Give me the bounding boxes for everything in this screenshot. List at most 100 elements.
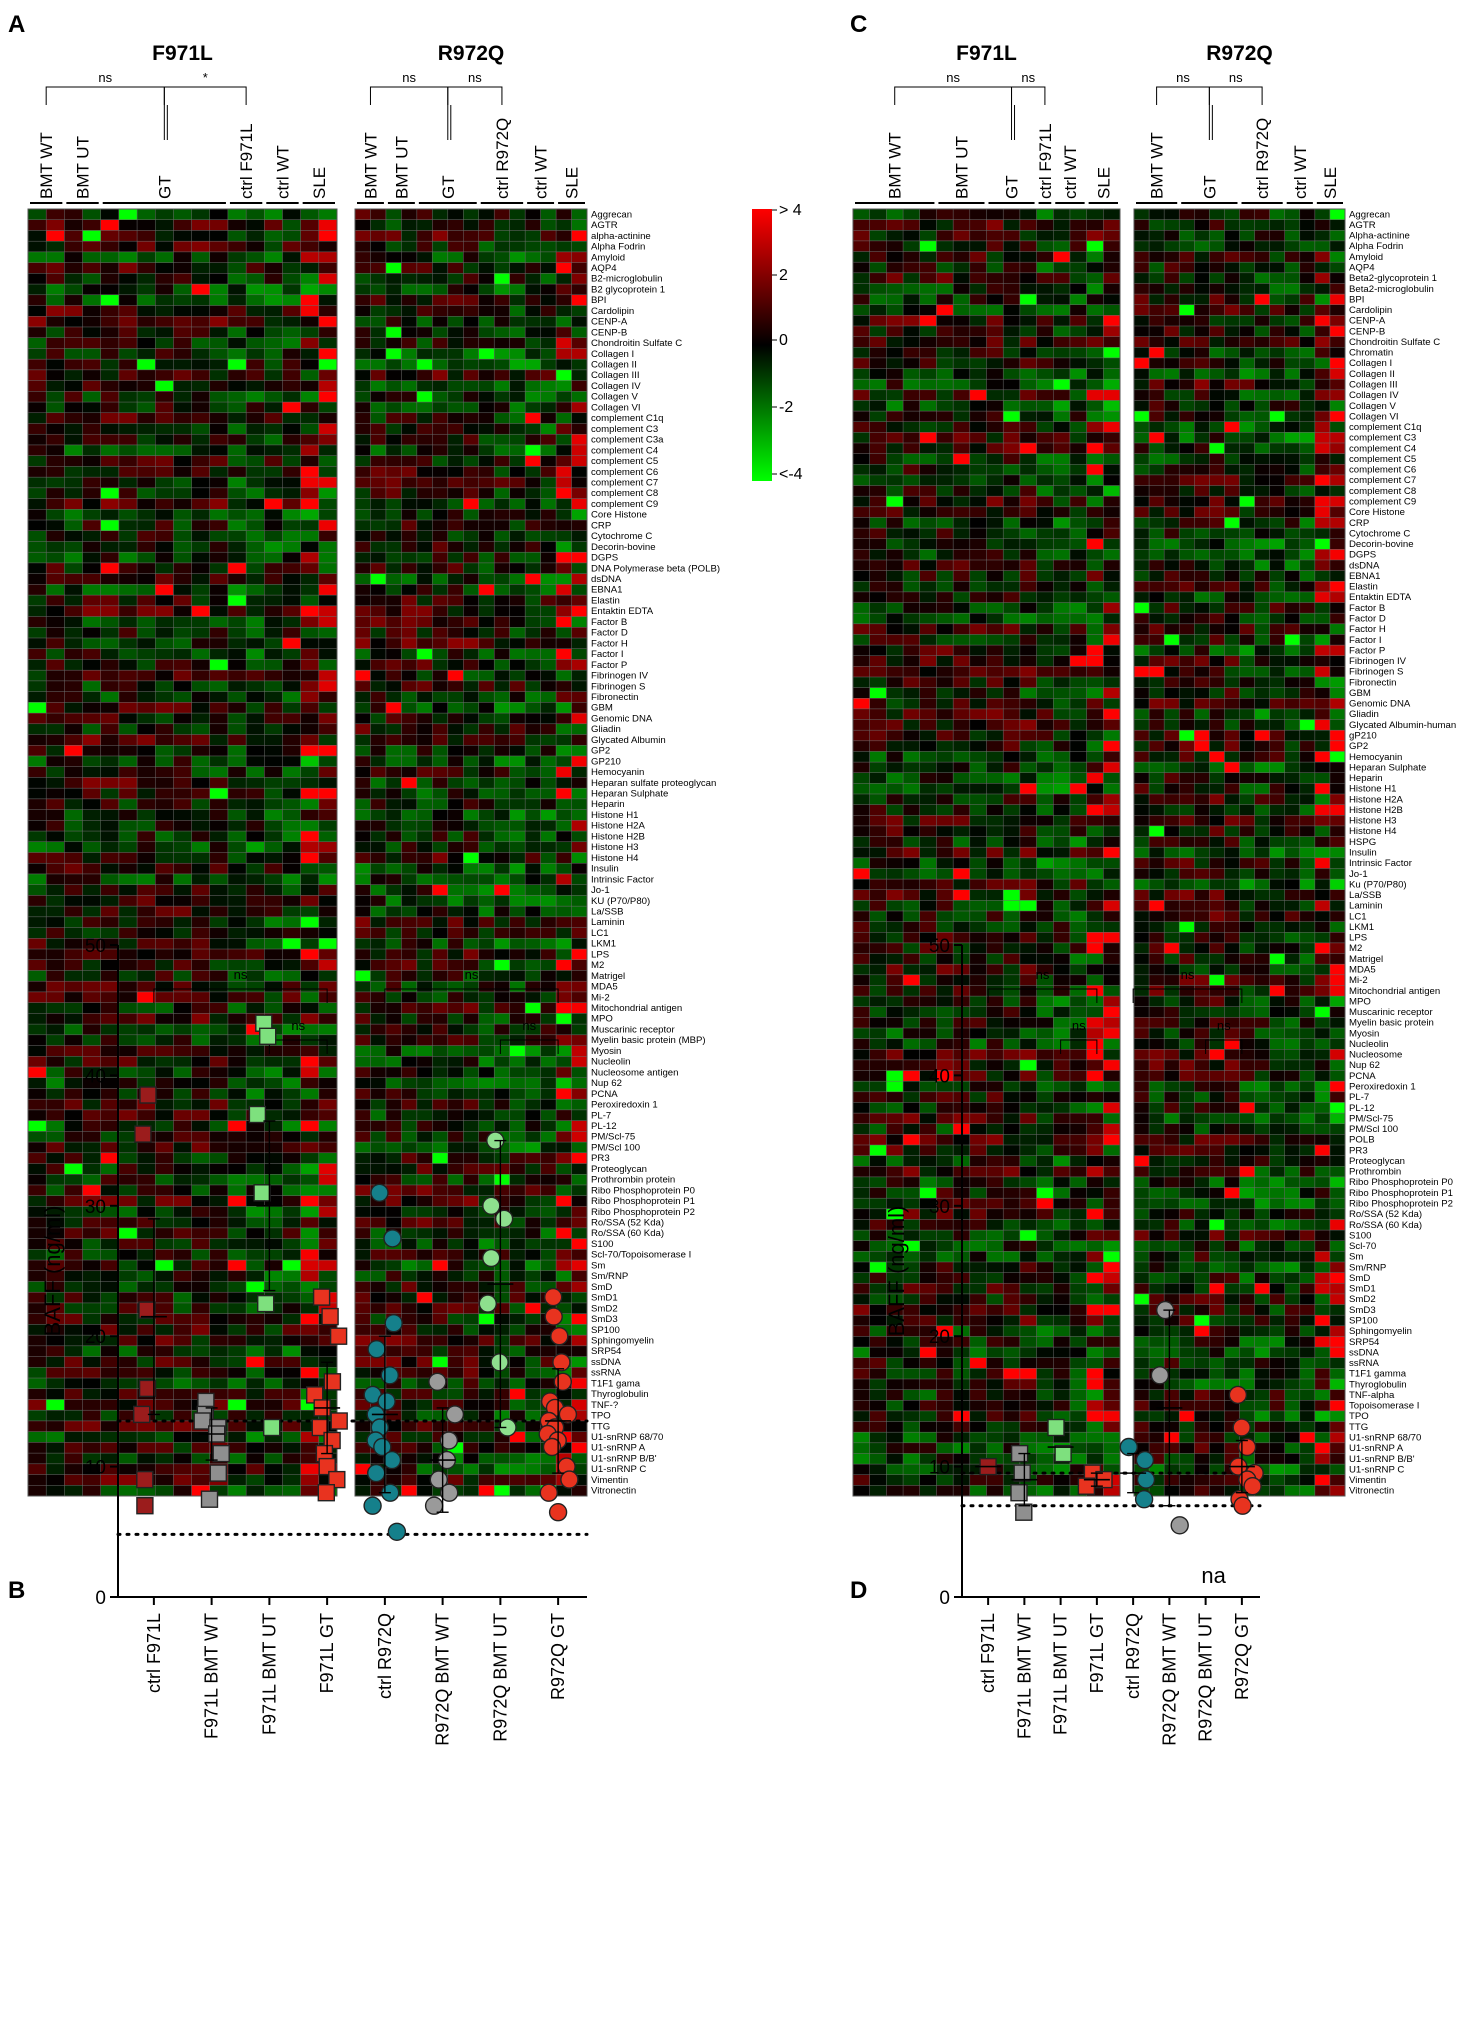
heatmap-cell [154,1345,174,1358]
heatmap-cell [447,1206,464,1218]
heatmap-cell [478,905,495,918]
heatmap-cell [401,1463,418,1475]
heatmap-cell [555,895,572,907]
heatmap-cell [986,389,1004,401]
heatmap-cell [936,208,954,221]
heatmap-cell [524,680,542,693]
heatmap-cell [1019,559,1038,572]
heatmap-cell [986,336,1004,348]
heatmap-cell [136,1334,156,1347]
heatmap-cell [886,421,904,433]
heatmap-cell [852,410,871,423]
heatmap-cell [463,584,480,596]
heatmap-cell [118,766,138,778]
heatmap-cell [118,401,138,414]
heatmap-cell [27,959,47,971]
heatmap-cell [416,326,433,339]
heatmap-cell [509,627,526,639]
heatmap-cell [952,644,971,657]
heatmap-cell [136,1141,156,1154]
heatmap-a-r972q-title: R972Q [438,42,505,65]
heatmap-cell [432,862,449,875]
heatmap-cell [401,1452,418,1465]
heatmap-cell [154,455,174,467]
heatmap-cell [1036,549,1054,561]
row-label: U1-snRNP 68/70 [591,1432,663,1443]
heatmap-cell [209,712,229,725]
heatmap-cell [1103,474,1121,487]
heatmap-cell [540,1259,557,1272]
heatmap-cell [82,1013,102,1025]
heatmap-cell [264,884,283,896]
heatmap-cell [282,766,302,778]
heatmap-cell [227,777,247,789]
heatmap-cell [118,444,138,457]
heatmap-cell [1019,655,1038,667]
heatmap-cell [82,476,102,489]
heatmap-cell [571,219,588,231]
heatmap-cell [385,927,402,939]
heatmap-cell [318,1045,338,1057]
heatmap-cell [902,240,921,253]
heatmap-cell [100,423,120,435]
heatmap-cell [401,551,418,564]
heatmap-cell [524,1345,542,1358]
heatmap-cell [969,474,987,487]
heatmap-cell [82,605,102,618]
heatmap-cell [245,948,265,961]
heatmap-cell [191,691,211,703]
heatmap-cell [509,1109,526,1122]
heatmap-cell [869,772,887,784]
heatmap-cell [100,980,120,993]
heatmap-cell [1053,485,1071,497]
heatmap-cell [209,337,229,349]
heatmap-cell [354,1002,371,1014]
heatmap-cell [986,729,1004,742]
heatmap-cell [118,1141,138,1154]
heatmap-cell [118,938,138,950]
heatmap-cell [493,680,511,693]
heatmap-cell [173,1442,193,1454]
heatmap-cell [264,627,283,639]
heatmap-cell [209,412,229,424]
heatmap-cell [1086,612,1104,625]
heatmap-cell [509,691,526,703]
heatmap-cell [886,612,904,625]
heatmap-cell [509,251,526,264]
heatmap-cell [902,655,921,667]
heatmap-cell [64,348,83,360]
significance-label: * [203,70,208,85]
heatmap-cell [1036,474,1054,487]
heatmap-cell [555,466,572,478]
heatmap-cell [27,916,47,929]
heatmap-cell [227,991,247,1004]
heatmap-cell [154,1152,174,1164]
heatmap-cell [401,219,418,231]
heatmap-cell [82,1131,102,1143]
heatmap-cell [82,444,102,457]
heatmap-cell [540,916,557,929]
heatmap-cell [385,1174,402,1186]
heatmap-cell [509,412,526,424]
heatmap-cell [1103,347,1121,359]
heatmap-cell [282,1485,302,1497]
heatmap-cell [209,487,229,500]
heatmap-cell [354,712,371,725]
heatmap-cell [154,551,174,564]
heatmap-cell [318,830,338,843]
heatmap-cell [571,573,588,585]
heatmap-cell [1103,772,1121,784]
heatmap-cell [936,240,954,253]
heatmap-cell [1053,846,1071,859]
heatmap-cell [173,873,193,886]
heatmap-cell [45,498,65,510]
heatmap-cell [969,283,987,295]
heatmap-cell [555,412,572,424]
heatmap-cell [118,680,138,693]
heatmap-cell [82,594,102,607]
heatmap-cell [1069,591,1088,603]
row-label: Factor I [591,649,624,660]
heatmap-cell [571,1152,588,1164]
heatmap-cell [869,464,887,476]
heatmap-cell [282,777,302,789]
